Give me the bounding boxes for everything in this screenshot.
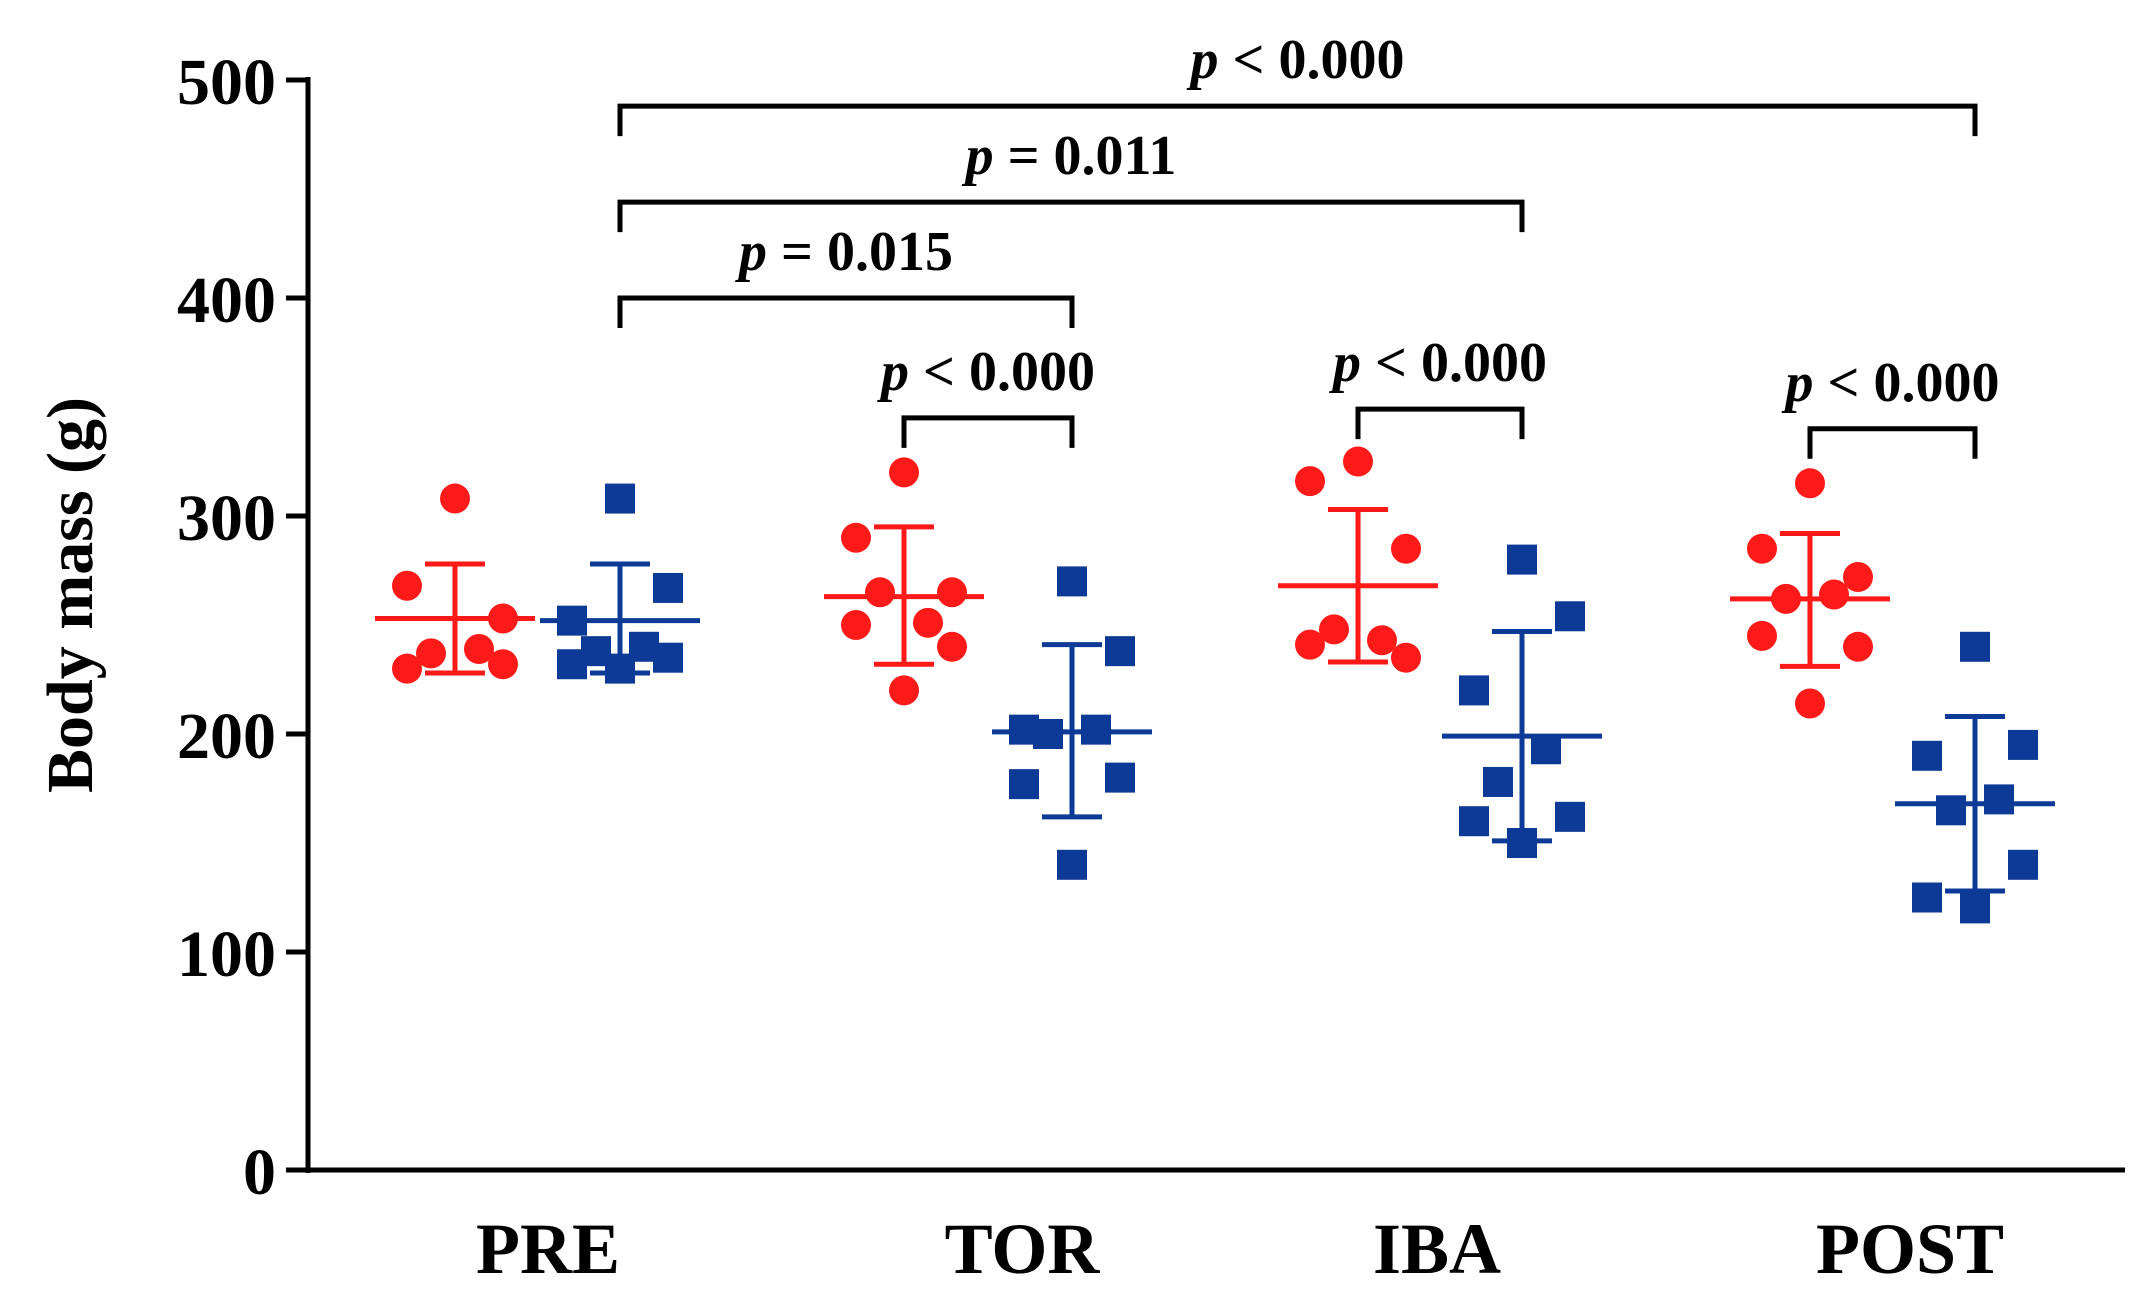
data-point (1009, 769, 1039, 800)
data-point (1295, 629, 1325, 660)
data-point (1555, 601, 1585, 632)
p-value-label: p < 0.000 (1782, 352, 2000, 414)
data-point (557, 649, 587, 680)
y-tick-label: 400 (177, 264, 276, 337)
data-point (1960, 893, 1990, 924)
x-tick-label: TOR (945, 1209, 1101, 1289)
significance-bracket (617, 199, 1525, 233)
significance-bracket (901, 415, 1075, 448)
y-tick-label: 500 (177, 46, 276, 119)
data-point (1105, 636, 1135, 667)
data-point (1295, 466, 1325, 497)
data-point (865, 577, 895, 608)
data-point (392, 570, 422, 601)
data-point (1984, 784, 2014, 815)
data-point (488, 649, 518, 680)
data-point (2008, 729, 2038, 760)
data-point (1747, 533, 1777, 564)
significance-bracket (1807, 426, 1978, 459)
data-point (841, 610, 871, 640)
data-point (1960, 631, 1990, 662)
data-point (1105, 762, 1135, 793)
data-point (1367, 625, 1397, 656)
data-point (1795, 468, 1825, 499)
p-value-label: p < 0.000 (1187, 29, 1405, 91)
data-point (1531, 734, 1561, 765)
data-point (1912, 740, 1942, 771)
y-axis-label: Body mass (g) (34, 397, 107, 793)
data-point (464, 633, 494, 664)
data-marks (375, 446, 2055, 924)
data-point (1057, 849, 1087, 880)
data-point (653, 642, 683, 673)
data-point (2008, 849, 2038, 880)
data-point (937, 577, 967, 608)
data-point (605, 483, 635, 514)
data-point (1057, 566, 1087, 597)
data-point (889, 457, 919, 488)
p-value-label: p = 0.011 (962, 125, 1177, 187)
axes: 0 100 200 300 400 500 PRE TOR IBA POST (177, 46, 2125, 1289)
data-point (1507, 544, 1537, 575)
y-tick-label: 200 (177, 700, 276, 773)
y-tick-label: 0 (243, 1136, 276, 1209)
data-point (1459, 675, 1489, 706)
data-point (889, 675, 919, 706)
p-value-label: p < 0.000 (1329, 332, 1547, 394)
y-tick-label: 100 (177, 918, 276, 991)
data-point (1747, 620, 1777, 651)
data-point (1843, 562, 1873, 593)
data-point (1555, 801, 1585, 832)
significance-bracket (617, 103, 1978, 137)
data-point (1843, 631, 1873, 662)
data-point (841, 522, 871, 553)
data-point (1459, 806, 1489, 837)
data-point (937, 631, 967, 662)
data-point (416, 638, 446, 669)
data-point (1483, 766, 1513, 797)
data-point (440, 483, 470, 514)
data-point (1795, 688, 1825, 719)
data-point (1343, 446, 1373, 477)
data-point (1912, 882, 1942, 913)
x-tick-label: PRE (476, 1209, 620, 1289)
data-point (1391, 533, 1421, 564)
data-point (1936, 795, 1966, 826)
data-point (1319, 614, 1349, 645)
p-value-label: p < 0.000 (877, 341, 1095, 403)
significance-bracket (1355, 406, 1525, 440)
p-value-label: p = 0.015 (735, 221, 953, 283)
y-tick-label: 300 (177, 482, 276, 555)
significance-bracket (617, 295, 1075, 328)
data-point (913, 607, 943, 638)
data-point (392, 653, 422, 684)
x-tick-label: IBA (1373, 1209, 1501, 1289)
x-tick-label: POST (1816, 1209, 2004, 1289)
data-point (653, 572, 683, 603)
data-point (1391, 642, 1421, 673)
data-point (1819, 579, 1849, 610)
